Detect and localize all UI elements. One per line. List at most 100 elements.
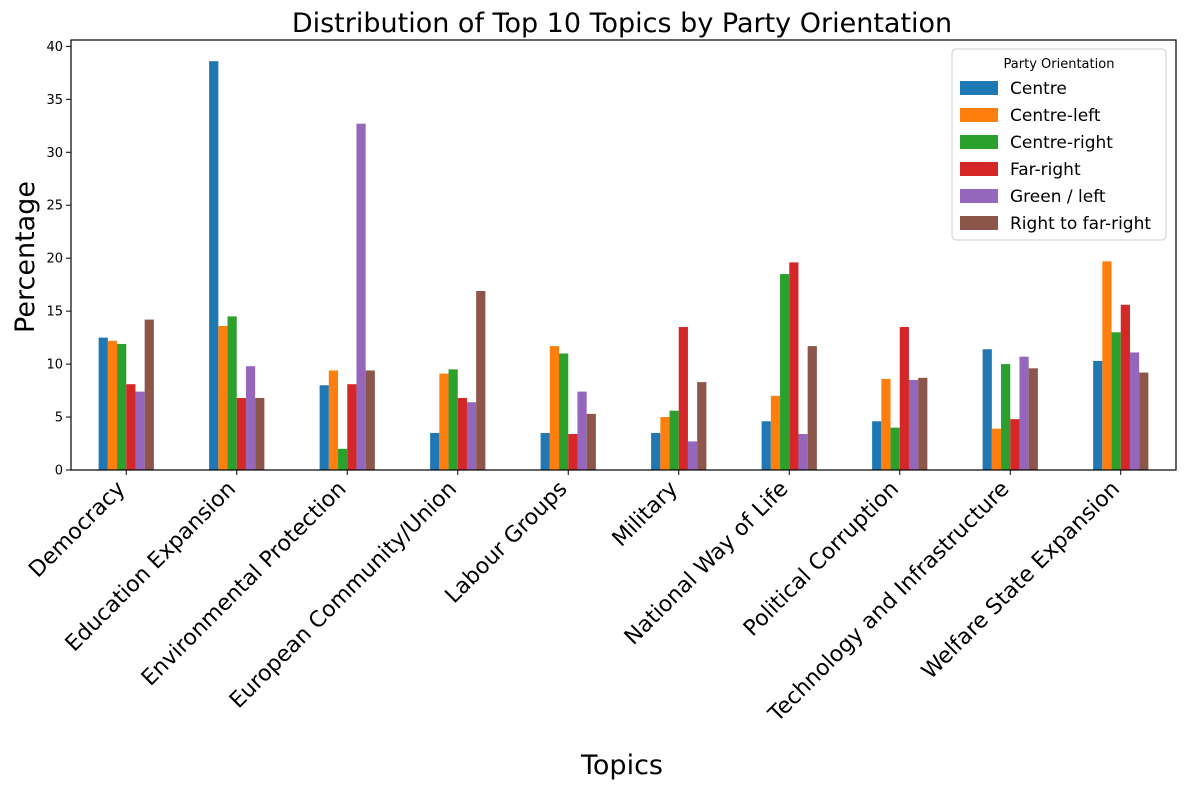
bar-centre-technology-and-infrastructure [982,349,992,470]
bar-centre-left-environmental-protection [328,370,339,470]
bar-centre-right-political-corruption [890,427,900,470]
bar-far-right-technology-and-infrastructure [1010,419,1020,470]
y-tick-label: 25 [46,199,63,214]
bar-centre-european-community-union [430,432,440,470]
bar-centre-right-military [669,410,679,470]
bar-group-welfare-state-expansion [1093,261,1149,470]
bar-centre-left-welfare-state-expansion [1102,261,1112,470]
y-tick-label: 0 [55,464,63,479]
legend-item-centre: Centre [960,79,1067,99]
legend-item-centre-right: Centre-right [960,133,1113,153]
bar-centre-left-military [660,417,670,470]
bar-centre-labour-groups [540,432,550,470]
legend-label: Centre-left [1010,106,1101,126]
bar-right-to-far-right-military [697,382,707,470]
chart-title: Distribution of Top 10 Topics by Party O… [292,8,952,39]
bar-centre-right-welfare-state-expansion [1111,332,1121,470]
plot-frame [70,39,1177,471]
bar-green-left-environmental-protection [356,123,366,470]
x-tick-label: Military [608,477,683,552]
bar-far-right-labour-groups [568,433,578,470]
x-axis-label: Topics [580,750,663,781]
y-tick-label: 5 [55,411,63,426]
bar-centre-left-european-community-union [439,373,449,470]
bar-green-left-welfare-state-expansion [1129,352,1140,470]
legend: Party Orientation Centre Centre-left Centr… [951,48,1167,241]
legend-label: Far-right [1010,160,1081,180]
bar-right-to-far-right-education-expansion [255,397,265,470]
legend-title: Party Orientation [1004,57,1115,72]
bar-centre-left-political-corruption [881,378,891,470]
bar-centre-right-national-way-of-life [780,274,790,470]
bar-far-right-education-expansion [236,397,246,470]
bar-centre-left-technology-and-infrastructure [991,428,1002,470]
legend-swatch [960,108,998,122]
bar-green-left-technology-and-infrastructure [1019,356,1029,470]
bar-centre-right-environmental-protection [338,448,348,470]
x-tick-label: Technology and Infrastructure [763,477,1014,728]
bar-green-left-european-community-union [466,402,477,470]
bar-green-left-national-way-of-life [798,433,808,470]
y-tick-label: 10 [46,358,63,373]
bar-centre-right-democracy [117,343,127,470]
bar-centre-democracy [98,337,108,470]
legend-item-right-to-far-right: Right to far-right [960,214,1151,234]
y-axis-label: Percentage [10,181,41,333]
x-tick-label: Environmental Protection [137,477,352,692]
bar-right-to-far-right-labour-groups [586,413,596,470]
legend-swatch [960,189,998,203]
bar-right-to-far-right-environmental-protection [365,370,375,470]
x-tick-label: Welfare State Expansion [917,477,1125,685]
bar-group-european-community-union [430,291,486,470]
bar-right-to-far-right-technology-and-infrastructure [1028,368,1038,470]
bar-right-to-far-right-welfare-state-expansion [1139,372,1149,470]
bar-centre-right-european-community-union [448,369,458,470]
bar-group-education-expansion [209,61,265,471]
y-tick-label: 30 [46,146,63,161]
legend-swatch [960,162,998,176]
bar-right-to-far-right-political-corruption [918,377,928,470]
bar-group-military [651,327,707,470]
legend-swatch [960,216,998,230]
legend-box [951,48,1167,241]
bar-centre-environmental-protection [319,385,329,470]
legend-label: Centre-right [1010,133,1113,153]
bar-centre-left-education-expansion [218,325,228,470]
legend-item-green-left: Green / left [960,187,1106,207]
legend-label: Centre [1010,79,1067,99]
bar-right-to-far-right-national-way-of-life [807,346,817,470]
bar-far-right-welfare-state-expansion [1120,304,1130,470]
bar-group-democracy [98,319,154,470]
y-tick-label: 20 [46,252,63,267]
bar-green-left-labour-groups [577,391,587,470]
bar-far-right-military [678,327,688,470]
bar-centre-right-technology-and-infrastructure [1001,364,1011,470]
bar-centre-welfare-state-expansion [1093,360,1103,470]
bar-centre-left-labour-groups [549,346,560,470]
bar-green-left-education-expansion [245,366,256,470]
bar-centre-education-expansion [209,61,219,471]
bar-centre-right-labour-groups [559,353,569,470]
bar-centre-national-way-of-life [761,421,771,470]
bar-far-right-political-corruption [899,327,909,470]
bar-group-labour-groups [540,346,596,470]
x-tick-label: Labour Groups [441,477,573,609]
bar-centre-political-corruption [872,421,882,470]
legend-item-far-right: Far-right [960,160,1081,180]
legend-swatch [960,81,998,95]
bar-far-right-democracy [126,384,136,470]
y-axis-ticks: 0 5 10 15 20 25 30 35 40 [46,40,71,479]
bar-group-environmental-protection [319,123,375,470]
bar-far-right-national-way-of-life [789,262,799,470]
y-tick-label: 40 [46,40,63,55]
bar-right-to-far-right-democracy [144,319,154,470]
bar-group-political-corruption [872,327,928,470]
y-tick-label: 15 [46,305,63,320]
bar-green-left-political-corruption [908,379,919,470]
legend-label: Green / left [1010,187,1106,207]
y-tick-label: 35 [46,93,63,108]
bar-centre-left-national-way-of-life [770,395,781,470]
